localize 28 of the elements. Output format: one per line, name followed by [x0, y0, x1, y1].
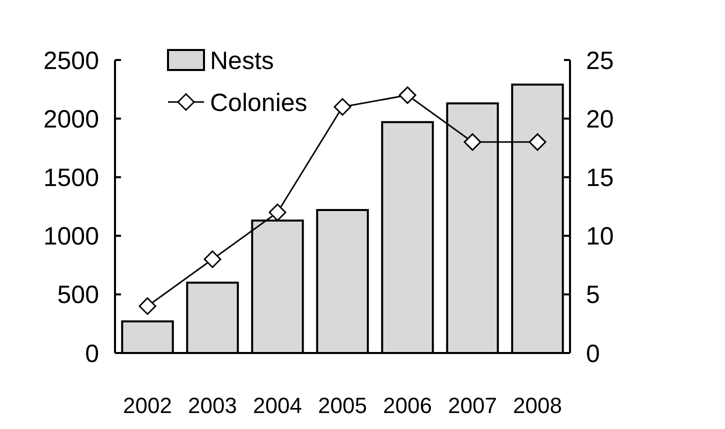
x-tick-label: 2003 [188, 393, 237, 418]
x-tick-label: 2004 [253, 393, 302, 418]
point [138, 297, 156, 315]
legend-label: Colonies [210, 88, 308, 117]
x-tick-label: 2007 [448, 393, 497, 418]
point [464, 133, 482, 151]
point [528, 133, 546, 151]
y2-tick-label: 0 [586, 340, 600, 368]
y-tick-label: 2000 [43, 105, 99, 134]
x-tick-label: 2006 [383, 393, 432, 418]
point [268, 204, 286, 222]
point [334, 98, 352, 116]
y2-tick-label: 25 [586, 46, 614, 75]
y-tick-label: 1500 [43, 164, 99, 192]
point [204, 250, 222, 268]
y-tick-label: 0 [85, 340, 99, 368]
y-tick-label: 2500 [43, 46, 99, 75]
y-tick-label: 500 [57, 281, 99, 310]
point [398, 86, 416, 104]
x-tick-label: 2008 [513, 393, 562, 418]
y2-tick-label: 5 [586, 281, 600, 310]
y2-tick-label: 10 [586, 222, 614, 251]
legend-label: Nests [210, 46, 274, 75]
y2-tick-label: 20 [586, 105, 614, 134]
x-tick-label: 2002 [123, 393, 172, 418]
x-tick-label: 2005 [318, 393, 367, 418]
y2-tick-label: 15 [586, 164, 614, 192]
y-tick-label: 1000 [43, 222, 99, 251]
